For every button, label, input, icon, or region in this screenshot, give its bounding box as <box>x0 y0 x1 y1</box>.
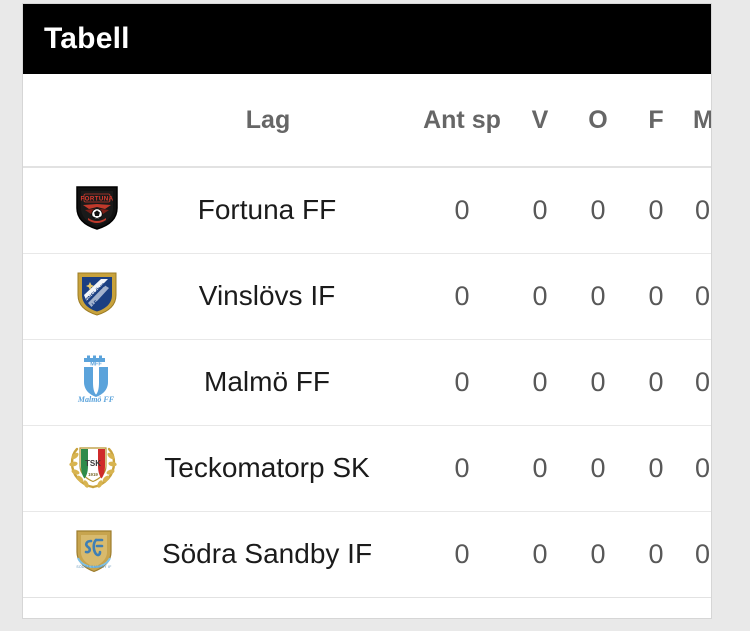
standings-card: Tabell Lag Ant sp V O F <box>22 3 712 619</box>
team-crest-cell: SÖDRA SANDBY IF <box>23 510 123 597</box>
svg-text:I.F.: I.F. <box>91 298 100 307</box>
svg-text:Malmö FF: Malmö FF <box>77 395 115 404</box>
table-header-row: Lag Ant sp V O F Mål <box>23 74 711 168</box>
table-footer-cell <box>23 596 711 618</box>
fortuna-ff-crest: FORTUNA <box>75 184 119 237</box>
table-header: Lag Ant sp V O F Mål <box>23 74 711 168</box>
cell-o: 0 <box>569 424 627 511</box>
cell-mal: 0 - 0 <box>685 252 711 339</box>
cell-mal: 0 - 0 <box>685 338 711 425</box>
cell-mal: 0 - 0 <box>695 194 711 225</box>
table-row[interactable]: FORTUNA Fortuna FF 0 0 <box>23 167 711 253</box>
cell-ant-sp: 0 <box>413 424 511 511</box>
table-row[interactable]: VINSLÖVS I.F. Vinslövs IF 0 0 0 0 0 - 0 <box>23 252 711 339</box>
page-title: Tabell <box>44 22 130 55</box>
svg-text:TSK: TSK <box>85 459 101 468</box>
cell-o: 0 <box>569 510 627 597</box>
cell-f: 0 <box>627 424 685 511</box>
cell-f: 0 <box>627 252 685 339</box>
card-header: Tabell <box>23 4 711 74</box>
cell-f: 0 <box>627 338 685 425</box>
cell-mal: 0 - 0 <box>685 424 711 511</box>
cell-v: 0 <box>511 510 569 597</box>
cell-v: 0 <box>511 338 569 425</box>
cell-o: 0 <box>590 194 606 225</box>
cell-v: 0 <box>511 424 569 511</box>
team-name[interactable]: Södra Sandby IF <box>123 510 413 597</box>
cell-v: 0 <box>511 252 569 339</box>
column-header-team[interactable]: Lag <box>123 74 413 168</box>
table-row[interactable]: TSK 1919 Teckomatorp SK 0 0 0 0 0 - 0 <box>23 424 711 511</box>
table-footer <box>23 596 711 618</box>
column-header-ant-sp[interactable]: Ant sp <box>413 74 511 168</box>
team-crest-cell: VINSLÖVS I.F. <box>23 252 123 339</box>
column-header-mal[interactable]: Mål <box>685 74 711 168</box>
cell-ant-sp: 0 <box>454 194 470 225</box>
cell-ant-sp: 0 <box>413 252 511 339</box>
cell-f: 0 <box>648 194 664 225</box>
column-header-v[interactable]: V <box>511 74 569 168</box>
svg-text:1919: 1919 <box>88 472 98 477</box>
team-name[interactable]: Fortuna FF <box>197 194 337 226</box>
cell-o: 0 <box>569 252 627 339</box>
malmo-ff-crest: MFF Malmö FF <box>73 352 119 413</box>
cell-mal: 0 - 0 <box>685 510 711 597</box>
cell-ant-sp: 0 <box>413 510 511 597</box>
cell-f: 0 <box>627 510 685 597</box>
svg-text:MFF: MFF <box>90 361 102 367</box>
column-header-o[interactable]: O <box>569 74 627 168</box>
column-header-f[interactable]: F <box>627 74 685 168</box>
column-header-logo[interactable] <box>23 74 123 168</box>
standings-table: Lag Ant sp V O F Mål <box>23 74 711 618</box>
cell-o: 0 <box>569 338 627 425</box>
teckomatorp-sk-crest: TSK 1919 <box>67 439 119 498</box>
vinslovs-if-crest: VINSLÖVS I.F. <box>75 270 119 323</box>
sodra-sandby-if-crest: SÖDRA SANDBY IF <box>69 525 119 584</box>
team-name[interactable]: Malmö FF <box>123 338 413 425</box>
cell-v: 0 <box>532 194 548 225</box>
team-name[interactable]: Teckomatorp SK <box>123 424 413 511</box>
table-row[interactable]: SÖDRA SANDBY IF Södra Sandby IF 0 0 0 0 … <box>23 510 711 597</box>
team-crest-cell: MFF Malmö FF <box>23 338 123 425</box>
table-footer-row <box>23 596 711 618</box>
team-crest-cell: FORTUNA <box>23 167 123 253</box>
svg-text:FORTUNA: FORTUNA <box>80 195 113 202</box>
table-row[interactable]: MFF Malmö FF Malmö FF 0 0 0 0 0 - 0 <box>23 338 711 425</box>
svg-text:SÖDRA SANDBY IF: SÖDRA SANDBY IF <box>76 565 111 569</box>
team-name[interactable]: Vinslövs IF <box>123 252 413 339</box>
cell-ant-sp: 0 <box>413 338 511 425</box>
table-body: FORTUNA Fortuna FF 0 0 <box>23 167 711 597</box>
standings-table-scroll[interactable]: Lag Ant sp V O F Mål <box>23 74 711 618</box>
team-crest-cell: TSK 1919 <box>23 424 123 511</box>
